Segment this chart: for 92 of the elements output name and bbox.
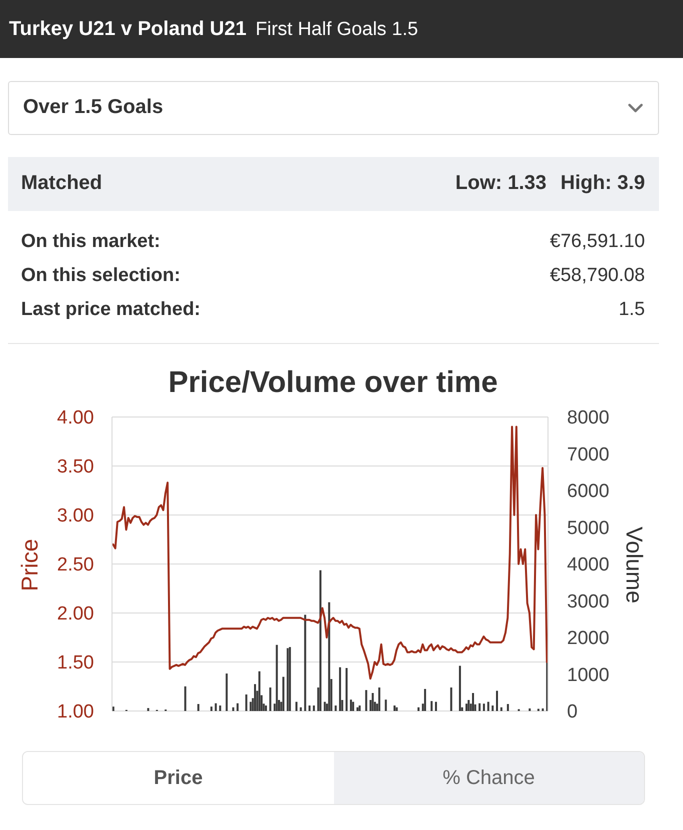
bar	[365, 690, 368, 711]
bar	[210, 706, 212, 711]
bar	[319, 570, 322, 711]
bar	[478, 703, 481, 711]
y2-axis-title: Volume	[620, 526, 648, 604]
y-tick-label: 2.50	[57, 554, 94, 576]
bar	[394, 705, 396, 711]
y2-tick-label: 6000	[567, 481, 610, 502]
text: On this market:	[21, 231, 160, 253]
bar	[295, 702, 298, 711]
text: €58,790.08	[550, 265, 645, 287]
bar	[232, 707, 234, 711]
y2-tick-label: 3000	[567, 591, 610, 612]
bar	[282, 676, 284, 711]
bar	[430, 701, 433, 711]
y-tick-label: 1.00	[57, 702, 94, 723]
bar	[226, 674, 228, 711]
chart-title: Price/Volume over time	[168, 366, 498, 400]
bar	[384, 700, 387, 711]
y2-tick-label: 1000	[567, 664, 610, 686]
bar	[378, 687, 380, 711]
text: % Chance	[334, 752, 644, 804]
bar	[350, 700, 352, 711]
text: High: 3.9	[560, 172, 645, 195]
text: On this selection:	[21, 265, 180, 287]
y2-tick-label: 2000	[567, 628, 610, 650]
bar	[324, 702, 326, 711]
bar	[245, 694, 248, 711]
bar	[358, 705, 361, 711]
text: First Half Goals 1.5	[256, 19, 418, 41]
y2-tick-label: 8000	[567, 408, 610, 429]
bar	[458, 666, 461, 711]
y2-tick-label: 7000	[567, 444, 610, 466]
bar	[300, 707, 302, 711]
bar	[396, 707, 398, 711]
bar	[288, 647, 291, 711]
bar	[492, 705, 494, 711]
bar	[258, 671, 260, 711]
bar	[236, 703, 239, 711]
bar	[276, 644, 278, 711]
bar	[339, 667, 342, 711]
y-tick-label: 3.00	[57, 506, 94, 527]
bar	[328, 602, 330, 711]
bar	[434, 702, 437, 711]
y2-tick-label: 4000	[567, 554, 610, 576]
bar	[352, 702, 354, 711]
bar	[304, 614, 306, 711]
bar	[472, 692, 474, 711]
bar	[424, 688, 426, 711]
bar	[286, 648, 289, 711]
bar	[308, 705, 311, 711]
text: Turkey U21 v Poland U21	[9, 18, 246, 41]
bar	[487, 702, 490, 711]
bar	[147, 708, 150, 711]
bar	[418, 707, 420, 711]
y-tick-label: 2.00	[57, 604, 94, 625]
text: Last price matched:	[21, 299, 200, 321]
bar	[496, 690, 498, 711]
text: 1.5	[618, 299, 645, 321]
bar	[112, 706, 114, 711]
y2-tick-label: 5000	[567, 518, 610, 539]
bar	[264, 705, 267, 711]
bar	[269, 687, 272, 711]
bar	[468, 700, 470, 711]
text: Price	[23, 752, 334, 804]
y-tick-label: 1.50	[57, 652, 94, 674]
bar	[542, 708, 544, 711]
y-tick-label: 4.00	[57, 408, 94, 429]
bar	[500, 707, 502, 711]
bar	[184, 686, 186, 711]
bar	[450, 687, 452, 711]
text: Over 1.5 Goals	[23, 96, 164, 119]
bar	[312, 705, 315, 711]
bar	[465, 704, 468, 711]
y-tick-label: 3.50	[57, 456, 94, 478]
y2-tick-label: 0	[567, 702, 578, 723]
bar	[346, 668, 348, 711]
bar	[197, 704, 200, 711]
bar	[482, 704, 485, 711]
text: Low: 1.33	[455, 172, 547, 195]
bar	[372, 692, 374, 711]
bar	[219, 705, 222, 711]
bar	[214, 703, 217, 711]
y-axis-title: Price	[16, 538, 44, 592]
bar	[334, 705, 337, 711]
line-series	[112, 426, 548, 680]
text: €76,591.10	[550, 231, 645, 253]
text: Matched	[21, 172, 102, 195]
bar	[528, 708, 531, 711]
bar	[356, 707, 358, 711]
bar	[250, 702, 252, 711]
bar	[506, 704, 509, 711]
